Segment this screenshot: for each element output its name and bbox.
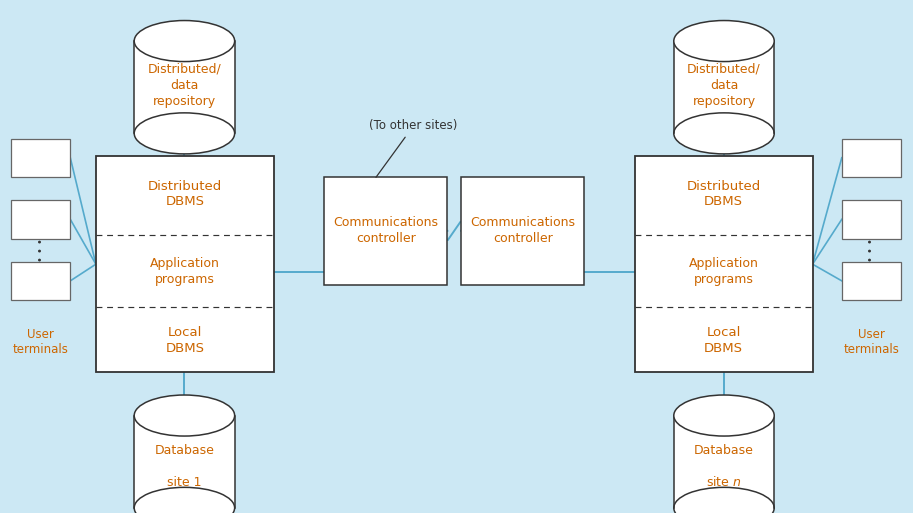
Ellipse shape	[674, 21, 774, 62]
Text: Local
DBMS: Local DBMS	[704, 326, 743, 355]
Bar	[842, 139, 901, 177]
Text: User
terminals: User terminals	[13, 328, 68, 357]
Ellipse shape	[134, 487, 235, 513]
Text: Database: Database	[154, 444, 215, 457]
Text: Communications
controller: Communications controller	[333, 216, 438, 245]
Text: site 1: site 1	[167, 476, 202, 488]
Ellipse shape	[134, 113, 235, 154]
Text: Communications
controller: Communications controller	[470, 216, 575, 245]
Bar	[324, 177, 447, 285]
Bar	[11, 262, 70, 300]
Text: User
terminals: User terminals	[844, 328, 899, 357]
Polygon shape	[134, 41, 235, 133]
Ellipse shape	[674, 113, 774, 154]
Text: site $n$: site $n$	[706, 475, 742, 489]
Text: (To other sites): (To other sites)	[370, 119, 457, 177]
Text: • • •: • • •	[866, 238, 876, 262]
Bar	[11, 200, 70, 239]
Ellipse shape	[674, 395, 774, 436]
Bar	[635, 156, 813, 372]
Bar	[461, 177, 584, 285]
Bar	[11, 139, 70, 177]
Ellipse shape	[674, 487, 774, 513]
Polygon shape	[674, 41, 774, 133]
Polygon shape	[134, 416, 235, 508]
Text: Distributed/
data
repository: Distributed/ data repository	[148, 63, 221, 108]
Text: Local
DBMS: Local DBMS	[165, 326, 205, 355]
Polygon shape	[674, 416, 774, 508]
Text: Database: Database	[694, 444, 754, 457]
Text: • • •: • • •	[36, 238, 46, 262]
Ellipse shape	[134, 21, 235, 62]
Bar	[96, 156, 274, 372]
Bar	[842, 200, 901, 239]
Text: Distributed
DBMS: Distributed DBMS	[148, 180, 222, 208]
Text: Distributed/
data
repository: Distributed/ data repository	[687, 63, 761, 108]
Text: Application
programs: Application programs	[688, 258, 759, 286]
Text: Application
programs: Application programs	[150, 258, 220, 286]
Ellipse shape	[134, 395, 235, 436]
Text: Distributed
DBMS: Distributed DBMS	[687, 180, 761, 208]
Bar	[842, 262, 901, 300]
